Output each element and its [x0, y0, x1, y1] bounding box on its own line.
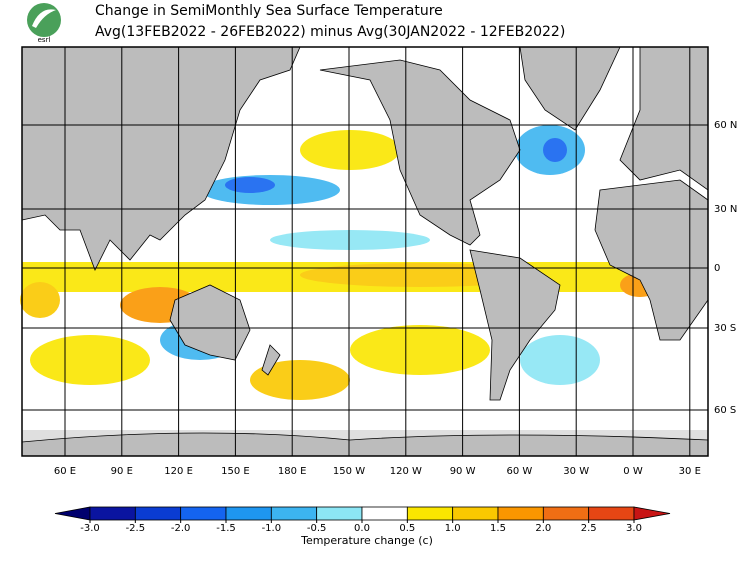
south-america — [469, 249, 561, 401]
lon-label: 90 E — [111, 466, 133, 477]
colorbar-segment — [316, 506, 363, 521]
warm-patch — [30, 335, 150, 385]
map — [20, 46, 709, 457]
lon-label: 60 E — [54, 466, 76, 477]
colorbar-segment — [270, 506, 318, 521]
colorbar-arrow — [54, 506, 91, 521]
title-line: Avg(13FEB2022 - 26FEB2022) minus Avg(30J… — [95, 24, 565, 40]
lon-label: 150 E — [221, 466, 250, 477]
lon-label: 60 W — [507, 466, 533, 477]
colorbar-segment — [225, 506, 272, 521]
africa — [594, 179, 709, 341]
lon-label: 0 W — [623, 466, 643, 477]
colorbar-arrow — [633, 506, 671, 521]
logo-circle — [27, 3, 61, 37]
lat-label: 60 S — [714, 405, 736, 416]
new-zealand — [261, 344, 281, 376]
lon-label: 120 E — [164, 466, 193, 477]
colorbar-segment — [361, 506, 408, 521]
cool-patch — [200, 175, 340, 205]
logo-leaf — [32, 9, 56, 28]
colorbar-segment — [134, 506, 182, 521]
cool-patch — [225, 177, 275, 193]
colorbar-tick-label: 0.0 — [354, 523, 370, 534]
logo: esrl — [27, 3, 61, 44]
colorbar-tick-label: -1.0 — [262, 523, 282, 534]
colorbar-segment — [452, 506, 499, 521]
graticule — [22, 124, 708, 411]
colorbar-tick-label: 2.0 — [535, 523, 551, 534]
cool-patch — [543, 138, 567, 162]
title-line: Change in SemiMonthly Sea Surface Temper… — [95, 3, 443, 19]
lon-label: 120 W — [390, 466, 422, 477]
warm-patch — [20, 282, 60, 318]
lon-label: 90 W — [450, 466, 476, 477]
lon-label: 180 E — [278, 466, 307, 477]
cool-patch — [270, 230, 430, 250]
logo-text: esrl — [38, 36, 51, 44]
warm-patch — [250, 360, 350, 400]
lat-label: 0 — [714, 263, 720, 274]
colorbar-tick-label: -2.5 — [126, 523, 146, 534]
colorbar-segment — [406, 506, 454, 521]
map-frame — [21, 46, 709, 457]
colorbar-segment — [497, 506, 544, 521]
lat-label: 30 S — [714, 323, 736, 334]
colorbar-tick-label: -0.5 — [307, 523, 327, 534]
colorbar-tick-label: 0.5 — [399, 523, 415, 534]
colorbar-tick-label: 3.0 — [626, 523, 642, 534]
warm-patch — [350, 325, 490, 375]
lat-label: 30 N — [714, 204, 737, 215]
colorbar-tick-label: 2.5 — [581, 523, 597, 534]
colorbar-segment — [588, 506, 635, 521]
colorbar-segment — [542, 506, 590, 521]
colorbar-segment — [89, 506, 136, 521]
lon-label: 30 W — [563, 466, 589, 477]
land — [21, 46, 709, 457]
colorbar-tick-label: 1.0 — [445, 523, 461, 534]
colorbar-tick-label: -2.0 — [171, 523, 191, 534]
colorbar-tick-label: -3.0 — [80, 523, 100, 534]
warm-patch — [300, 130, 400, 170]
colorbar-tick-label: 1.5 — [490, 523, 506, 534]
lon-label: 150 W — [333, 466, 365, 477]
lon-label: 30 E — [679, 466, 701, 477]
colorbar-segment — [180, 506, 227, 521]
lat-label: 60 N — [714, 120, 737, 131]
asia — [21, 46, 301, 271]
cool-patch — [520, 335, 600, 385]
north-america — [319, 59, 521, 246]
colorbar-label: Temperature change (c) — [300, 534, 433, 547]
colorbar-tick-label: -1.5 — [216, 523, 236, 534]
